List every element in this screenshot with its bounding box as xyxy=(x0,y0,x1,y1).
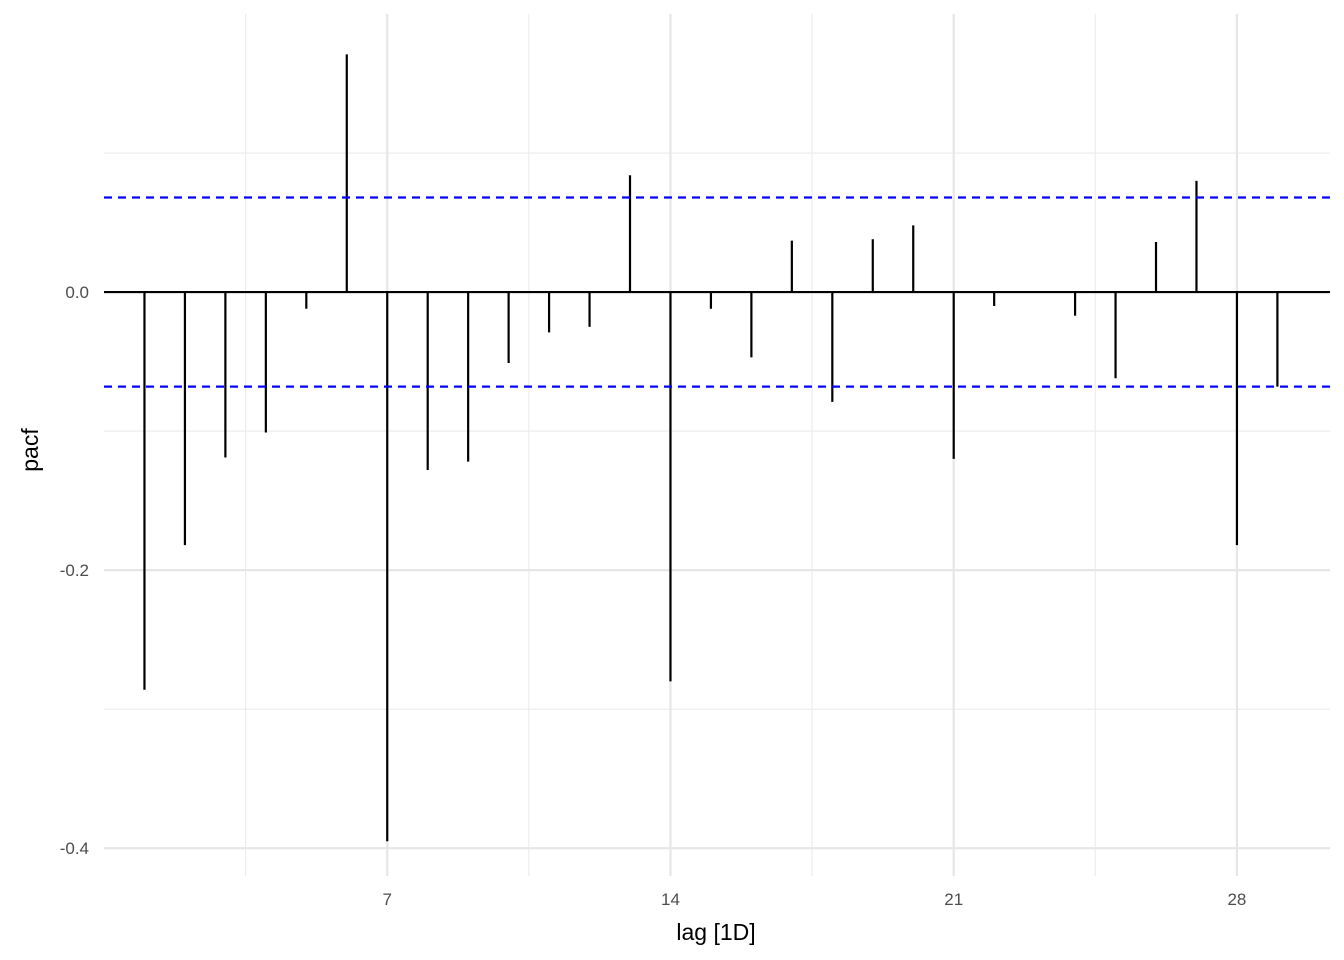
y-axis-title: pacf xyxy=(17,428,43,472)
minor-gridlines xyxy=(104,14,1330,876)
x-axis-title: lag [1D] xyxy=(676,919,755,945)
pacf-bars xyxy=(143,54,1279,842)
major-gridlines xyxy=(104,14,1330,876)
x-tick-label: 21 xyxy=(944,890,963,909)
y-axis-ticks: 0.0 -0.2 -0.4 xyxy=(60,283,89,858)
y-tick-label: -0.4 xyxy=(60,839,89,858)
x-axis-ticks: 7 14 21 28 xyxy=(382,890,1246,909)
x-tick-label: 14 xyxy=(661,890,680,909)
x-tick-label: 7 xyxy=(382,890,391,909)
x-tick-label: 28 xyxy=(1227,890,1246,909)
y-tick-label: 0.0 xyxy=(65,283,89,302)
y-tick-label: -0.2 xyxy=(60,561,89,580)
